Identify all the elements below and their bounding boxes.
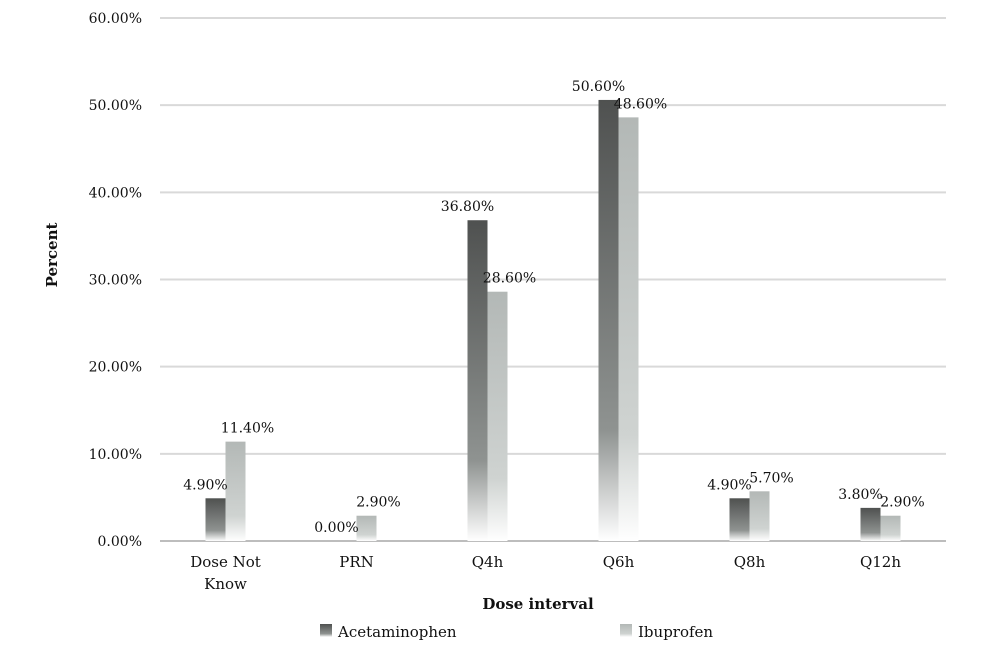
data-label: 2.90% — [880, 495, 924, 511]
data-label: 48.60% — [614, 96, 667, 112]
bar-ibuprofen — [225, 441, 246, 541]
bar-acetaminophen — [598, 99, 619, 541]
bar-ibuprofen — [356, 515, 377, 541]
bar-acetaminophen — [205, 498, 226, 541]
legend-label: Ibuprofen — [638, 623, 713, 641]
bar-ibuprofen — [618, 117, 639, 542]
data-label: 4.90% — [183, 477, 227, 493]
y-tick-label: 30.00% — [89, 273, 142, 289]
data-label: 28.60% — [483, 271, 536, 287]
data-label: 2.90% — [356, 495, 400, 511]
data-label: 50.60% — [572, 79, 625, 95]
bar-ibuprofen — [880, 515, 901, 541]
data-label: 3.80% — [838, 487, 882, 503]
data-label: 4.90% — [707, 477, 751, 493]
x-axis-categories: Dose Not Know PRN Q4h Q6h Q8h Q12h — [190, 553, 901, 593]
legend-swatch — [620, 624, 632, 637]
legend-label: Acetaminophen — [337, 623, 457, 641]
x-category-label: Dose Not — [190, 553, 261, 571]
bars — [205, 99, 901, 542]
legend-swatch — [320, 624, 332, 637]
bar-acetaminophen — [467, 220, 488, 541]
y-tick-label: 20.00% — [89, 360, 142, 376]
x-category-label: Q6h — [603, 553, 635, 571]
data-label: 36.80% — [441, 199, 494, 215]
x-category-label: Q8h — [734, 553, 766, 571]
legend: Acetaminophen Ibuprofen — [320, 623, 713, 641]
x-category-label: Q12h — [860, 553, 901, 571]
data-label: 11.40% — [221, 421, 274, 437]
y-tick-label: 0.00% — [98, 534, 142, 550]
y-tick-label: 60.00% — [89, 11, 142, 27]
bar-acetaminophen — [860, 507, 881, 541]
data-label: 0.00% — [314, 520, 358, 536]
x-axis-title: Dose interval — [482, 595, 594, 613]
x-category-label: Know — [204, 575, 247, 593]
bar-ibuprofen — [749, 491, 770, 541]
x-category-label: Q4h — [472, 553, 504, 571]
bar-ibuprofen — [487, 291, 508, 541]
data-label: 5.70% — [749, 470, 793, 486]
y-tick-label: 10.00% — [89, 447, 142, 463]
y-tick-label: 50.00% — [89, 98, 142, 114]
data-labels: 4.90%11.40%0.00%2.90%36.80%28.60%50.60%4… — [183, 79, 924, 536]
y-axis-ticks: 0.00% 10.00% 20.00% 30.00% 40.00% 50.00% 60.00… — [89, 11, 142, 550]
y-tick-label: 40.00% — [89, 185, 142, 201]
bar-acetaminophen — [729, 498, 750, 541]
y-axis-title: Percent — [43, 223, 61, 288]
x-category-label: PRN — [339, 553, 374, 571]
gridlines — [160, 17, 946, 542]
